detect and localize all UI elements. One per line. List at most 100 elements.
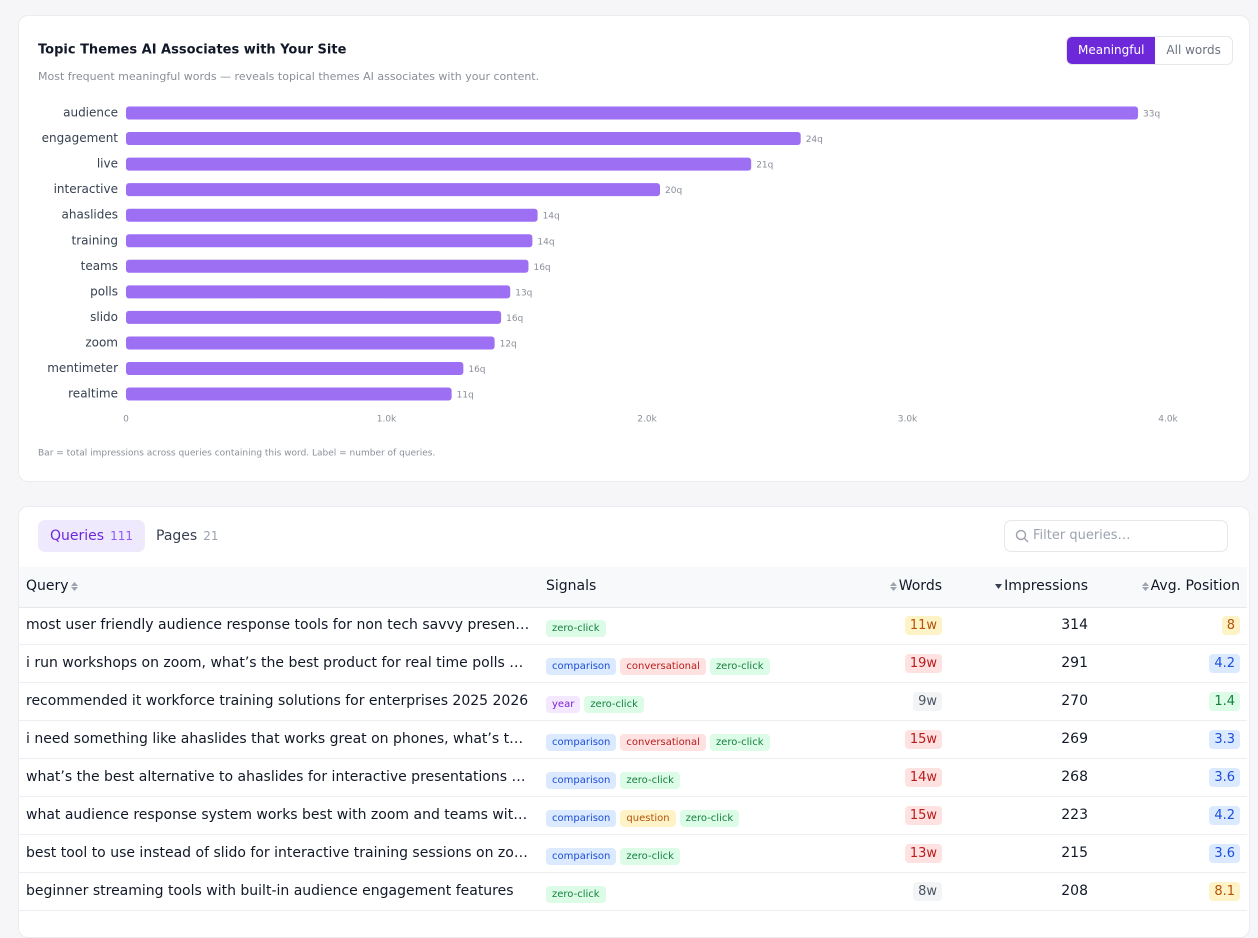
column-header[interactable]: Avg. Position — [1140, 578, 1240, 594]
tab[interactable]: Queries 111 — [38, 520, 145, 552]
column-header[interactable]: Impressions — [993, 578, 1088, 594]
signals: zero-click — [546, 882, 610, 903]
bar-label: 16q — [506, 314, 523, 324]
bar — [126, 336, 495, 350]
table-row[interactable] — [19, 721, 1247, 759]
sort-icon — [70, 581, 78, 591]
chart-subtitle: Most frequent meaningful words — reveals… — [38, 70, 539, 83]
query-text: beginner streaming tools with built-in a… — [26, 883, 514, 899]
column-header-label: Words — [898, 578, 942, 594]
search-box[interactable]: Filter queries… — [1004, 520, 1228, 552]
sort-icon — [889, 581, 897, 591]
y-tick-label: engagement — [42, 131, 119, 145]
toggle-button[interactable]: All words — [1166, 43, 1221, 57]
tab[interactable]: Pages 21 — [144, 520, 230, 552]
y-tick-label: realtime — [68, 387, 118, 401]
search-placeholder: Filter queries… — [1033, 528, 1131, 543]
signal-badge: comparison — [546, 810, 617, 827]
words-badge: 14w — [904, 768, 942, 787]
y-tick-label: mentimeter — [47, 361, 118, 375]
query-text: most user friendly audience response too… — [26, 617, 531, 633]
position-badge: 3.3 — [1209, 730, 1240, 749]
y-tick-label: interactive — [54, 182, 118, 196]
bar-label: 16q — [533, 263, 550, 273]
bar — [126, 259, 529, 273]
query-text: i run workshops on zoom, what’s the best… — [26, 655, 531, 671]
signal-badge: conversational — [620, 658, 706, 675]
column-header[interactable]: Query — [26, 578, 80, 594]
bar — [126, 208, 538, 222]
x-tick-label: 0 — [123, 415, 129, 425]
sort-icon — [995, 583, 1003, 589]
search-icon — [1015, 529, 1029, 543]
position-badge: 3.6 — [1209, 768, 1240, 787]
signal-badge: zero-click — [709, 734, 770, 751]
bar-label: 33q — [1143, 110, 1160, 120]
signal-badge: zero-click — [546, 886, 606, 903]
toggle-button[interactable]: Meaningful — [1067, 37, 1156, 64]
signals: zero-click — [546, 616, 610, 637]
table-row[interactable] — [19, 683, 1247, 721]
bar — [126, 183, 661, 197]
impressions: 314 — [1061, 617, 1088, 633]
bar — [126, 310, 502, 324]
sort-icon — [1141, 581, 1149, 591]
chart-note: Bar = total impressions across queries c… — [38, 449, 435, 459]
x-tick-label: 2.0k — [637, 415, 657, 425]
words-badge: 11w — [904, 616, 942, 635]
bar — [126, 234, 533, 248]
bar — [126, 285, 511, 299]
y-tick-label: training — [72, 233, 119, 247]
tab-count: 21 — [203, 529, 219, 543]
bar — [126, 106, 1139, 120]
tab-label: Queries — [50, 528, 105, 544]
signals: comparison zero-click — [546, 844, 684, 865]
signals: comparison question zero-click — [546, 806, 743, 827]
table-row[interactable] — [19, 607, 1247, 645]
bar — [126, 387, 452, 401]
table-row[interactable] — [19, 835, 1247, 873]
signal-badge: zero-click — [546, 620, 606, 637]
words-badge: 19w — [904, 654, 942, 673]
table-row[interactable] — [19, 797, 1247, 835]
y-tick-label: ahaslides — [62, 208, 118, 222]
words-badge: 15w — [904, 730, 942, 749]
impressions: 270 — [1061, 693, 1088, 709]
bar-label: 12q — [500, 339, 517, 349]
words-badge: 8w — [913, 882, 942, 901]
impressions: 208 — [1061, 883, 1088, 899]
x-tick-label: 1.0k — [377, 415, 397, 425]
chart-card — [18, 15, 1250, 482]
table-row[interactable] — [19, 759, 1247, 797]
signals: comparison zero-click — [546, 768, 684, 789]
x-tick-label: 3.0k — [898, 415, 918, 425]
impressions: 223 — [1061, 807, 1088, 823]
table-row[interactable] — [19, 645, 1247, 683]
column-header-label: Avg. Position — [1150, 578, 1240, 594]
signal-badge: comparison — [546, 658, 617, 675]
signal-badge: comparison — [546, 772, 617, 789]
column-header-label: Query — [26, 578, 69, 594]
signal-badge: zero-click — [620, 772, 680, 789]
position-badge: 4.2 — [1209, 654, 1240, 673]
bar-label: 24q — [806, 135, 823, 145]
y-tick-label: teams — [81, 259, 118, 273]
column-header[interactable]: Words — [888, 578, 942, 594]
bar-label: 14q — [537, 237, 554, 247]
bar-label: 21q — [756, 161, 773, 171]
bar-label: 14q — [543, 212, 560, 222]
bar-label: 20q — [665, 186, 682, 196]
bar — [126, 132, 801, 146]
signals: comparison conversational zero-click — [546, 654, 774, 675]
bar-label: 11q — [457, 391, 474, 401]
signal-badge: zero-click — [709, 658, 770, 675]
position-badge: 8.1 — [1209, 882, 1240, 901]
toggle-group: Meaningful All words — [1066, 36, 1233, 65]
words-badge: 13w — [904, 844, 942, 863]
query-text: i need something like ahaslides that wor… — [26, 731, 531, 747]
y-tick-label: zoom — [85, 335, 118, 349]
query-text: best tool to use instead of slido for in… — [26, 845, 531, 861]
y-tick-label: slido — [90, 310, 118, 324]
signal-badge: zero-click — [679, 810, 740, 827]
table-row[interactable] — [19, 873, 1247, 911]
